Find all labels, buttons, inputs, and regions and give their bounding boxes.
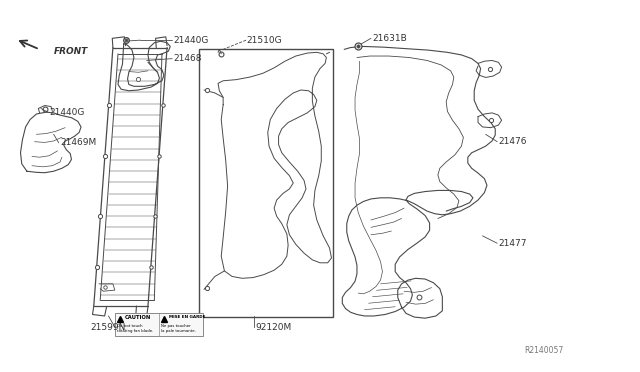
Text: 21476: 21476 [499,137,527,146]
Text: 21477: 21477 [499,239,527,248]
Text: 92120M: 92120M [255,323,291,331]
Text: MISE EN GARDE: MISE EN GARDE [169,315,205,319]
Text: 21440G: 21440G [49,108,84,117]
Text: 21631B: 21631B [372,34,407,43]
Text: 21599N: 21599N [91,323,126,331]
Text: 21468: 21468 [173,54,202,63]
Text: CAUTION: CAUTION [125,315,152,320]
Text: 21440G: 21440G [173,36,209,45]
Bar [115,313,203,336]
Text: R2140057: R2140057 [524,346,563,355]
Text: Do not touch
rotating fan blade.: Do not touch rotating fan blade. [117,324,154,333]
Text: FRONT: FRONT [54,47,88,56]
Text: 21510G: 21510G [246,36,282,45]
Bar [199,49,333,317]
Text: 21469M: 21469M [60,138,96,147]
Text: Ne pas toucher
la pale tournante.: Ne pas toucher la pale tournante. [161,324,196,333]
